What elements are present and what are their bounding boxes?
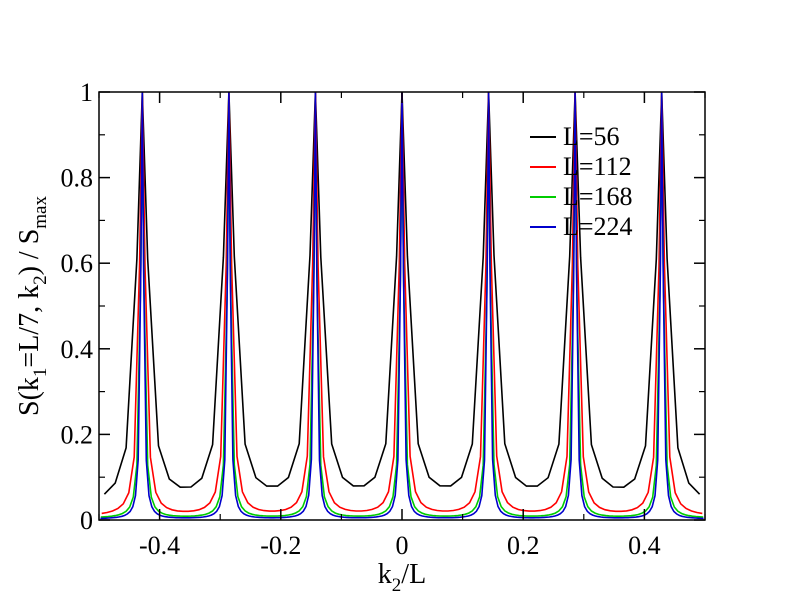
tick-labels-layer: -0.4 -0.2 0 0.2 0.4 0 0.2 0.4 0.6 0.8 1 <box>61 78 661 560</box>
y-tick-label: 1 <box>80 78 93 107</box>
x-tick-label: -0.4 <box>139 531 180 560</box>
legend-label: L=112 <box>563 152 632 181</box>
series-line-L=112 <box>101 92 703 515</box>
x-tick-label: 0.4 <box>628 531 661 560</box>
y-tick-label: 0.2 <box>61 420 94 449</box>
y-axis-title-part: S(k <box>14 377 45 416</box>
x-axis-title: k2/L <box>378 559 426 596</box>
y-axis-title-part: 1 <box>30 368 51 378</box>
series-line-L=56 <box>103 92 701 495</box>
x-tick-label: -0.2 <box>260 531 301 560</box>
y-axis-title-part: =L/7, k <box>14 285 45 368</box>
x-axis-title-sub: 2 <box>392 575 402 596</box>
x-axis-title-rest: /L <box>401 559 426 590</box>
y-axis-title-part: ) / S <box>14 229 45 276</box>
y-axis-title-part: max <box>30 196 51 229</box>
y-axis-title-part: 2 <box>30 275 51 285</box>
ticks-layer <box>98 91 706 521</box>
y-tick-label: 0.4 <box>61 335 94 364</box>
y-tick-label: 0 <box>80 506 93 535</box>
x-axis-title-base: k <box>378 559 392 590</box>
series-layer <box>100 92 704 520</box>
x-tick-label: 0.2 <box>507 531 540 560</box>
y-tick-label: 0.8 <box>61 164 94 193</box>
series-line-L=224 <box>100 92 704 520</box>
legend-label: L=224 <box>563 212 633 241</box>
x-tick-label: 0 <box>396 531 409 560</box>
y-axis-title: S(k1=L/7, k2) / Smax <box>14 196 51 416</box>
legend-label: L=56 <box>563 122 620 151</box>
legend-label: L=168 <box>563 182 633 211</box>
y-tick-label: 0.6 <box>61 249 94 278</box>
